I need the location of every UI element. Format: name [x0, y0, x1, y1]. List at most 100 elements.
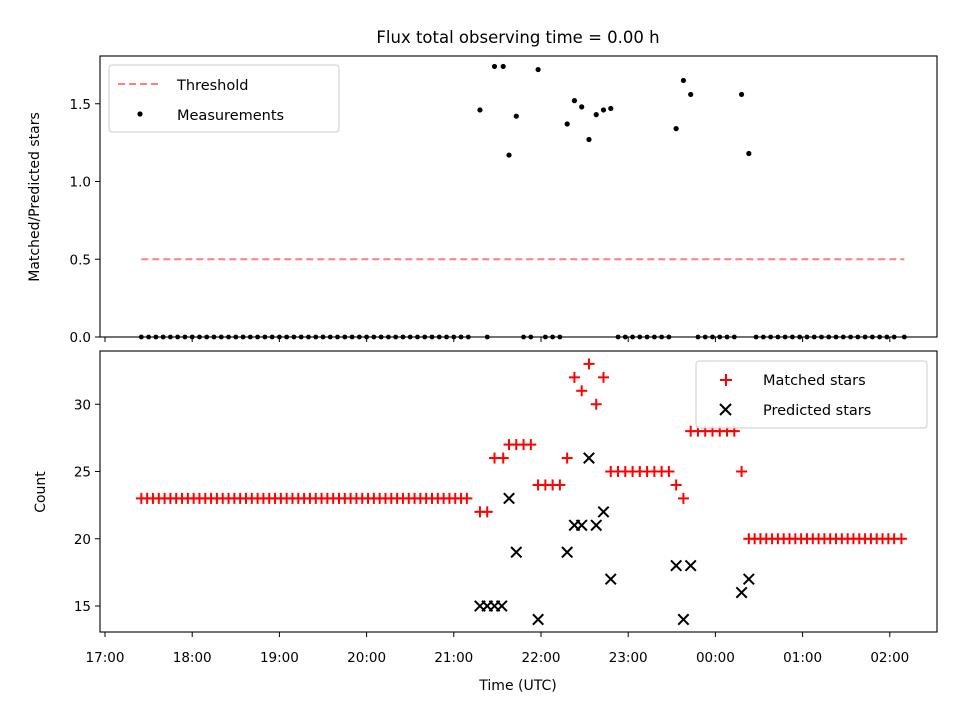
measurement-point: [500, 63, 506, 70]
bottom-x-tick-label: 00:00: [696, 650, 735, 666]
bottom-x-tick-label: 20:00: [347, 650, 386, 666]
legend-measurements-swatch: [137, 111, 143, 117]
top-y-tick-label: 0.0: [70, 330, 91, 346]
predicted-star-stroke: [590, 519, 603, 532]
bottom-y-tick-label: 30: [74, 397, 91, 413]
bottom-y-tick-label: 20: [74, 532, 91, 548]
predicted-star-point: [742, 573, 755, 586]
predicted-star-point: [503, 492, 515, 505]
bottom-marks: [135, 358, 907, 626]
predicted-star-stroke: [575, 519, 588, 532]
matched-star-point: [568, 371, 580, 383]
matched-star-point: [554, 479, 566, 491]
bottom-x-tick-label: 19:00: [260, 650, 299, 666]
top-legend: Threshold Measurements: [108, 64, 340, 133]
matched-star-point: [525, 439, 537, 451]
predicted-star-point: [735, 586, 748, 599]
measurement-point: [593, 112, 599, 118]
measurement-point: [491, 63, 498, 70]
matched-star-point: [561, 452, 573, 464]
predicted-star-point: [604, 573, 617, 586]
matched-star-point: [461, 492, 473, 504]
measurement-point: [564, 121, 570, 127]
predicted-star-point: [532, 613, 545, 626]
legend-predicted-swatch: [719, 403, 732, 416]
predicted-star-stroke: [604, 573, 617, 586]
matched-star-point: [583, 358, 595, 370]
bottom-x-tick-label: 22:00: [522, 650, 561, 666]
measurement-point: [571, 98, 578, 104]
matched-star-point: [597, 371, 609, 383]
predicted-star-point: [590, 519, 603, 532]
matched-star-point: [481, 506, 493, 518]
measurement-point: [746, 150, 752, 157]
top-y-ticks: 0.0 0.5 1.0 1.5: [70, 97, 100, 346]
top-legend-box: [108, 64, 340, 133]
predicted-star-stroke: [561, 546, 574, 559]
measurement-point: [506, 152, 512, 158]
predicted-star-stroke: [677, 613, 690, 626]
bottom-y-tick-label: 25: [74, 465, 91, 481]
matched-star-point: [576, 385, 588, 397]
top-y-tick-label: 1.0: [70, 175, 91, 191]
predicted-star-point: [670, 559, 683, 572]
top-y-tick-label: 1.5: [70, 97, 91, 113]
measurement-point: [579, 104, 585, 110]
predicted-star-stroke: [735, 586, 748, 599]
bottom-x-tick-label: 02:00: [870, 650, 909, 666]
bottom-x-ticks: 17:00 18:00 19:00 20:00 21:00 22:00 23:00 00:00…: [86, 632, 909, 666]
matched-star-point: [895, 533, 907, 545]
measurement-point: [673, 126, 679, 132]
bottom-x-tick-label: 23:00: [609, 650, 648, 666]
bottom-panel: 15 20 25 30 17:00 18:00 19:00 20:00 21:00 22:00 2…: [33, 350, 938, 694]
measurement-point: [535, 66, 541, 73]
predicted-star-stroke: [670, 559, 683, 572]
top-y-axis-label: Matched/Predicted stars: [27, 112, 43, 282]
measurement-point: [600, 107, 607, 113]
predicted-star-stroke: [510, 546, 523, 559]
predicted-star-point: [575, 519, 588, 532]
predicted-star-point: [495, 600, 508, 612]
top-x-ticks: [104, 337, 891, 342]
predicted-star-stroke: [583, 452, 595, 464]
bottom-x-tick-label: 18:00: [173, 650, 212, 666]
measurement-point: [688, 91, 694, 98]
measurement-point: [513, 113, 519, 119]
bottom-x-tick-label: 17:00: [86, 650, 125, 666]
matched-star-point: [497, 452, 509, 464]
predicted-star-stroke: [532, 613, 545, 626]
legend-matched-label: Matched stars: [763, 373, 866, 389]
measurement-point: [477, 107, 483, 113]
legend-predicted-label: Predicted stars: [763, 403, 871, 419]
bottom-legend: Matched stars Predicted stars: [695, 360, 928, 429]
predicted-star-point: [510, 546, 523, 559]
predicted-star-point: [583, 452, 595, 464]
bottom-y-ticks: 15 20 25 30: [74, 397, 100, 615]
matched-star-point: [590, 398, 602, 410]
top-axes-frame: [99, 55, 938, 338]
predicted-star-point: [597, 505, 610, 518]
predicted-star-stroke: [742, 573, 755, 586]
bottom-y-tick-label: 15: [74, 599, 91, 615]
predicted-star-stroke: [503, 492, 515, 505]
legend-threshold-label: Threshold: [176, 78, 248, 94]
measurement-point: [586, 136, 592, 143]
legend-matched-swatch: [720, 374, 732, 386]
legend-measurements-label: Measurements: [177, 108, 284, 124]
bottom-legend-box: [695, 360, 928, 429]
measurement-point: [680, 77, 687, 84]
bottom-x-tick-label: 01:00: [783, 650, 822, 666]
bottom-y-axis-label: Count: [33, 471, 49, 513]
matched-star-point: [736, 466, 748, 477]
bottom-x-tick-label: 21:00: [434, 650, 473, 666]
top-panel: 0.0 0.5 1.0 1.5 Matched/Predicted stars Thr…: [27, 55, 938, 346]
predicted-star-point: [561, 546, 574, 559]
x-axis-label: Time (UTC): [478, 678, 556, 694]
top-y-tick-label: 0.5: [70, 252, 91, 268]
predicted-star-point: [677, 613, 690, 626]
predicted-star-stroke: [684, 559, 697, 572]
matched-star-point: [677, 492, 689, 504]
matched-star-point: [670, 479, 682, 491]
predicted-star-stroke: [597, 505, 610, 518]
